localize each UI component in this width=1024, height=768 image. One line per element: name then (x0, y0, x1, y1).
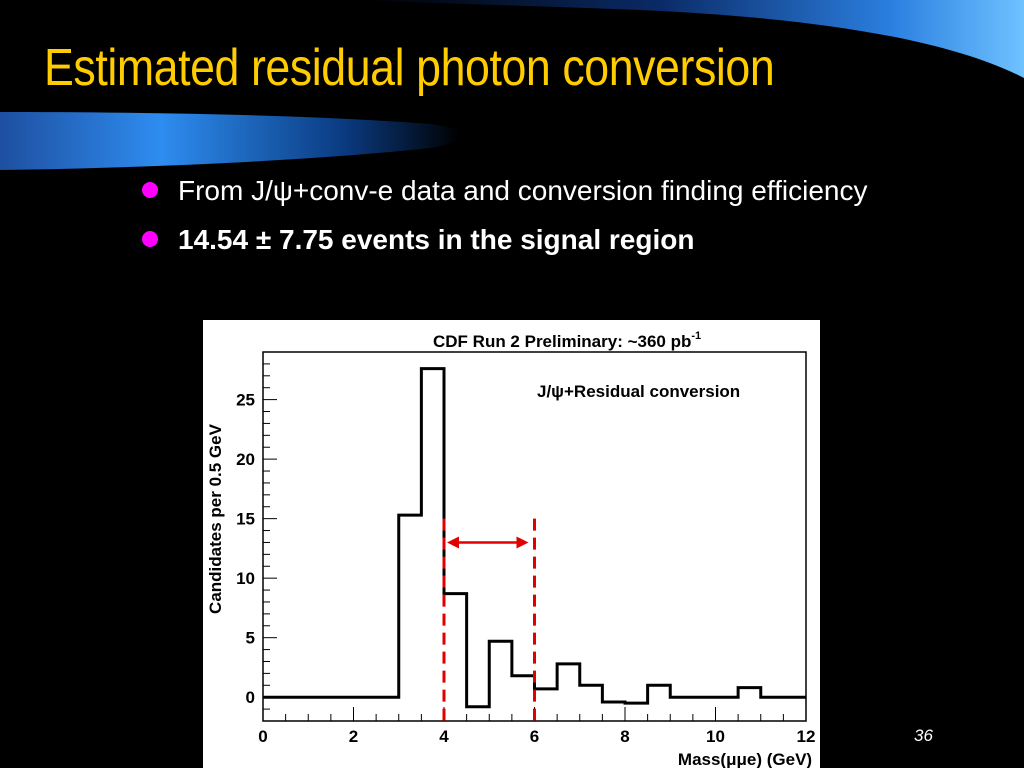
page-number: 36 (914, 726, 933, 745)
y-tick-label: 20 (236, 450, 255, 469)
signal-region-markers (442, 518, 536, 727)
y-tick-label: 5 (246, 629, 255, 648)
y-tick-label: 25 (236, 391, 255, 410)
bullet-list: From J/ψ+conv-e data and conversion find… (140, 172, 880, 270)
bullet-item: 14.54 ± 7.75 events in the signal region (140, 221, 880, 258)
x-tick-label: 8 (620, 727, 629, 746)
bullet-dot-icon (142, 182, 158, 198)
y-tick-label: 0 (246, 688, 255, 707)
x-tick-label: 0 (258, 727, 267, 746)
x-tick-label: 12 (797, 727, 816, 746)
chart-legend-label: J/ψ+Residual conversion (537, 382, 740, 401)
x-tick-label: 4 (439, 727, 449, 746)
y-tick-label: 10 (236, 569, 255, 588)
histogram-plot: CDF Run 2 Preliminary: ~360 pb-1 J/ψ+Res… (203, 320, 820, 768)
chart-title: CDF Run 2 Preliminary: ~360 pb-1 (433, 330, 701, 351)
arrow-right-head-icon (516, 536, 529, 549)
bullet-text: From J/ψ+conv-e data and conversion find… (178, 175, 868, 206)
histogram-svg: CDF Run 2 Preliminary: ~360 pb-1 J/ψ+Res… (206, 330, 815, 768)
axis-ticks (262, 351, 807, 721)
x-tick-label: 10 (706, 727, 725, 746)
y-tick-label: 15 (236, 510, 255, 529)
slide-title: Estimated residual photon conversion (44, 39, 775, 97)
bullet-dot-icon (142, 231, 158, 247)
chart-title-superscript: -1 (691, 330, 701, 342)
x-tick-label: 6 (530, 727, 539, 746)
bullet-text: 14.54 ± 7.75 events in the signal region (178, 224, 695, 255)
x-tick-label: 2 (349, 727, 358, 746)
plot-axes-frame (262, 351, 807, 722)
x-axis-label: Mass(μμe) (GeV) (678, 750, 812, 768)
histogram-series-line (263, 367, 806, 709)
bullet-item: From J/ψ+conv-e data and conversion find… (140, 172, 880, 209)
title-swoosh-decoration (0, 0, 1024, 170)
arrow-left-head-icon (447, 536, 459, 549)
chart-title-text: CDF Run 2 Preliminary: ~360 pb (433, 332, 691, 351)
axis-tick-labels: 0 2 4 6 8 10 12 0 5 10 15 20 25 (236, 391, 815, 746)
y-axis-label: Candidates per 0.5 GeV (206, 423, 225, 614)
